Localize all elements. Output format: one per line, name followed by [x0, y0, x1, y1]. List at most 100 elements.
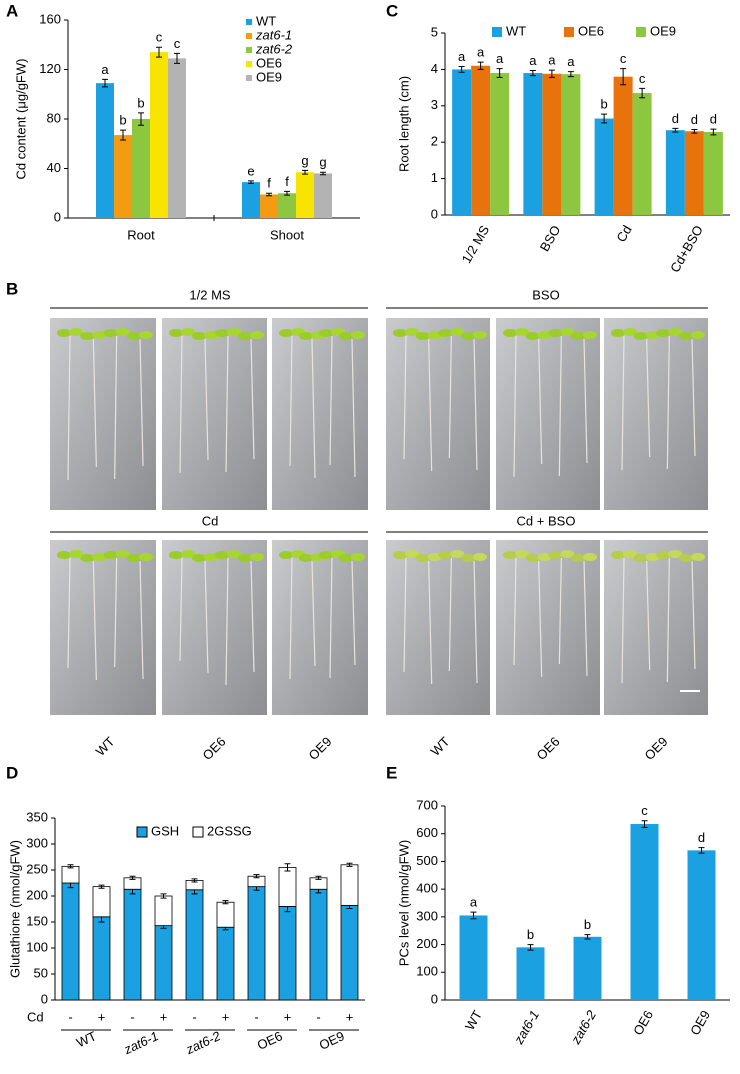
significance-label: f [267, 176, 271, 191]
significance-label: a [496, 51, 504, 66]
error-bar [529, 69, 536, 77]
legend-swatch [136, 826, 148, 838]
bar [185, 889, 204, 1001]
root [250, 560, 255, 673]
leaf [204, 331, 218, 339]
leaf [339, 332, 353, 340]
error-bar [584, 934, 591, 940]
leaf [299, 332, 313, 340]
bar [665, 130, 685, 215]
bar [132, 119, 150, 218]
y-tick-label: 100 [416, 964, 438, 979]
bar [154, 895, 173, 927]
root [67, 335, 71, 481]
error-bar [191, 878, 198, 883]
x-tick-label: Shoot [270, 227, 304, 242]
bar [216, 926, 235, 1001]
leaf [473, 553, 487, 561]
leaf [461, 554, 475, 562]
line-label: OE6 [200, 734, 229, 763]
root [311, 560, 316, 667]
root [139, 560, 144, 680]
leaf [548, 329, 563, 337]
root [473, 338, 478, 471]
bar [96, 83, 114, 218]
root [289, 335, 293, 467]
leaf [250, 553, 264, 561]
x-tick-label: zat6-1 [511, 1008, 543, 1048]
x-tick-label: WT [462, 1008, 485, 1033]
significance-label: c [174, 36, 181, 51]
root [204, 338, 209, 461]
bar [154, 925, 173, 1001]
root [621, 335, 625, 471]
x-tick-label: Root [127, 227, 155, 242]
x-tick-label: zat6-2 [568, 1007, 600, 1047]
error-bar [284, 863, 291, 872]
line-label: OE9 [642, 734, 671, 763]
error-bar [160, 893, 167, 899]
photo [162, 540, 267, 715]
leaf [103, 551, 118, 559]
y-tick-label: 3 [431, 97, 438, 112]
root [225, 335, 229, 473]
error-bar [710, 128, 717, 136]
root [646, 560, 651, 671]
legend-label: OE6 [256, 55, 282, 70]
leaf [215, 551, 229, 559]
y-tick-label: 200 [416, 936, 438, 951]
root [448, 557, 452, 672]
significance-label: a [548, 53, 556, 68]
significance-label: g [301, 153, 308, 168]
legend-swatch [246, 75, 252, 81]
bar [92, 886, 111, 918]
y-tick-label: 0 [54, 209, 61, 224]
root [250, 338, 255, 460]
error-bar [527, 944, 534, 951]
bar [340, 904, 359, 1001]
y-tick-label: 0 [431, 991, 438, 1006]
condition-label: BSO [532, 287, 559, 302]
bar [150, 52, 168, 218]
bar [561, 74, 581, 215]
significance-label: b [137, 95, 144, 110]
root [538, 560, 543, 678]
leaf [127, 554, 141, 562]
error-bar [477, 61, 484, 70]
x-tick-label: - [68, 1009, 72, 1024]
leaf [583, 553, 597, 561]
error-bar [641, 820, 648, 828]
leaf [393, 329, 407, 337]
root [114, 335, 118, 480]
leaf [57, 329, 71, 337]
leaf [691, 553, 705, 561]
root [329, 557, 333, 679]
condition-label: 1/2 MS [189, 287, 231, 302]
error-bar [470, 911, 477, 920]
root [583, 338, 588, 464]
leaf [473, 331, 487, 339]
root [583, 560, 588, 677]
photo [162, 318, 267, 510]
bar [573, 936, 602, 1000]
leaf [415, 332, 430, 340]
root [473, 560, 478, 684]
leaf [427, 553, 442, 561]
legend-label: WT [256, 13, 276, 28]
root [403, 335, 407, 460]
photo [386, 540, 490, 715]
panel-label: E [386, 763, 397, 782]
leaf [525, 554, 540, 562]
leaf [450, 328, 465, 336]
photo [496, 540, 600, 715]
root [428, 338, 433, 472]
leaf [571, 332, 585, 340]
leaf [192, 332, 206, 340]
condition-label: Cd [202, 513, 219, 528]
significance-label: e [247, 163, 254, 178]
error-bar [302, 169, 308, 175]
legend-swatch [564, 27, 574, 37]
y-tick-label: 150 [26, 913, 48, 928]
line-label: WT [428, 734, 453, 759]
